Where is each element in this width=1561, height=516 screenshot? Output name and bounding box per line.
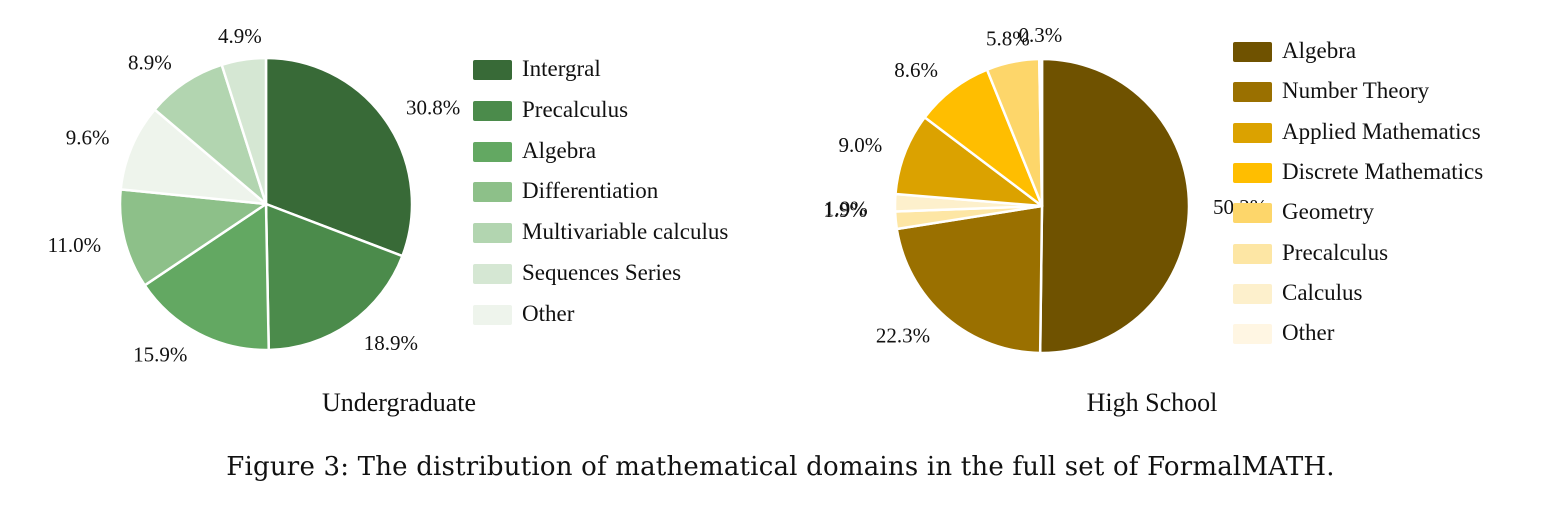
slice-label-high-school-2: 1.9% — [824, 197, 868, 221]
legend-label: Applied Mathematics — [1282, 118, 1481, 144]
legend-label: Other — [1282, 320, 1335, 346]
pie-undergraduate: 30.8% 18.9% 15.9% 11.0% 9.6% 8.9% 4.9% — [48, 24, 461, 367]
slice-undergraduate-1 — [264, 202, 404, 352]
legend-label: Differentiation — [522, 178, 659, 204]
slice-undergraduate-5 — [153, 63, 268, 206]
legend-swatch — [473, 264, 512, 284]
slice-undergraduate-3 — [118, 188, 268, 287]
legend-label: Multivariable calculus — [522, 219, 729, 245]
slice-undergraduate-4 — [119, 108, 268, 206]
legend-swatch — [1233, 82, 1272, 103]
legend-label: Algebra — [522, 137, 597, 163]
slice-label-high-school-7: 0.3% — [1019, 23, 1063, 47]
slice-high-school-4 — [894, 116, 1044, 208]
legend-swatch — [473, 304, 512, 325]
legend-swatch — [1233, 162, 1272, 183]
legend-swatch — [1233, 324, 1272, 345]
slice-undergraduate-2 — [143, 202, 271, 352]
slice-label-undergraduate-1: 18.9% — [364, 331, 418, 355]
chart-title-undergraduate: Undergraduate — [321, 388, 477, 417]
slice-label-undergraduate-2: 15.9% — [133, 343, 187, 367]
legend-label: Geometry — [1282, 199, 1374, 225]
legend-swatch — [1233, 243, 1272, 264]
slice-label-high-school-5: 8.6% — [894, 58, 938, 82]
legend-swatch — [1233, 42, 1272, 62]
slice-undergraduate-6 — [220, 56, 268, 206]
slice-label-high-school-1: 22.3% — [876, 323, 930, 347]
slice-high-school-0 — [1038, 57, 1191, 355]
legend-label: Sequences Series — [522, 260, 682, 285]
legend-swatch — [473, 60, 512, 80]
legend-swatch — [1233, 283, 1272, 304]
slice-label-undergraduate-5: 8.9% — [128, 51, 172, 75]
legend-swatch — [473, 182, 512, 203]
legend-label: Other — [522, 300, 575, 326]
slice-label-undergraduate-6: 4.9% — [218, 24, 262, 48]
legend-swatch — [473, 223, 512, 244]
pie-high-school: 50.2%22.3%1.9%1.9%9.0%8.6%5.8%0.3% — [823, 23, 1267, 355]
slice-label-high-school-3: 1.9% — [823, 198, 867, 222]
slice-label-high-school-4: 9.0% — [838, 133, 882, 157]
slice-label-undergraduate-0: 30.8% — [406, 96, 460, 120]
slice-label-undergraduate-3: 11.0% — [48, 233, 101, 257]
legend-label: Algebra — [1282, 38, 1357, 63]
legend-label: Discrete Mathematics — [1282, 158, 1484, 184]
slice-high-school-1 — [895, 204, 1044, 355]
slice-high-school-7 — [1037, 57, 1044, 208]
chart-title-high-school: High School — [1086, 388, 1218, 417]
legend-swatch — [1233, 203, 1272, 224]
legend-label: Intergral — [522, 56, 601, 81]
legend-swatch — [1233, 122, 1272, 143]
slice-undergraduate-0 — [264, 56, 414, 258]
legend-label: Calculus — [1282, 279, 1363, 305]
legend-label: Precalculus — [522, 96, 629, 122]
legend-label: Precalculus — [1282, 239, 1389, 265]
legend-label: Number Theory — [1282, 78, 1430, 104]
slice-label-high-school-6: 5.8% — [986, 26, 1030, 50]
slice-label-undergraduate-4: 9.6% — [66, 125, 110, 149]
legend-swatch — [473, 100, 512, 121]
legend-swatch — [473, 141, 512, 162]
figure-caption: Figure 3: The distribution of mathematic… — [226, 452, 1335, 482]
